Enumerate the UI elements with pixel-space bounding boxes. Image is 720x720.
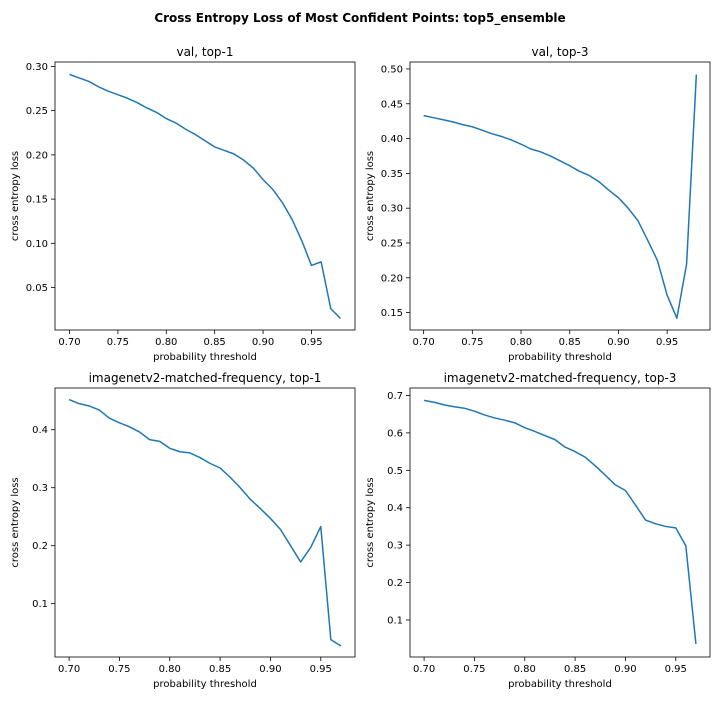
series-line: [69, 73, 342, 320]
subplot-title: val, top-1: [176, 45, 233, 59]
x-tick-label: 0.75: [463, 664, 485, 675]
x-tick-label: 0.95: [300, 337, 322, 348]
y-tick-label: 0.50: [381, 64, 403, 75]
y-axis-label: cross entropy loss: [10, 151, 21, 241]
y-tick-label: 0.15: [26, 195, 48, 206]
y-tick-label: 0.25: [381, 238, 403, 249]
series-line: [68, 398, 342, 647]
axes-frame: [54, 61, 356, 331]
x-tick-label: 0.75: [461, 337, 483, 348]
series-line: [423, 399, 697, 644]
x-tick-label: 0.85: [209, 664, 231, 675]
x-tick-label: 0.75: [107, 337, 129, 348]
axes-frame: [409, 61, 711, 331]
x-tick-label: 0.85: [204, 337, 226, 348]
y-tick-label: 0.5: [387, 466, 403, 477]
x-axis-label: probability threshold: [153, 352, 257, 363]
series-line: [423, 74, 698, 319]
x-tick-label: 0.85: [559, 337, 581, 348]
y-tick-label: 0.1: [32, 599, 48, 610]
x-tick-label: 0.90: [259, 664, 281, 675]
y-tick-label: 0.30: [381, 204, 403, 215]
x-tick-label: 0.95: [656, 337, 678, 348]
y-axis-label: cross entropy loss: [365, 151, 376, 241]
y-tick-label: 0.4: [387, 503, 403, 514]
subplot-4: imagenetv2-matched-frequency, top-3 0.70 0…: [365, 371, 711, 690]
x-tick-label: 0.90: [607, 337, 629, 348]
y-tick-label: 0.45: [381, 99, 403, 110]
y-tick-label: 0.2: [32, 541, 48, 552]
x-tick-label: 0.70: [413, 664, 435, 675]
x-tick-label: 0.75: [108, 664, 130, 675]
x-tick-label: 0.80: [514, 664, 536, 675]
axes-frame: [54, 387, 356, 658]
x-tick-label: 0.80: [510, 337, 532, 348]
x-tick-label: 0.85: [564, 664, 586, 675]
x-tick-label: 0.90: [252, 337, 274, 348]
x-tick-label: 0.80: [159, 664, 181, 675]
y-axis-label: cross entropy loss: [10, 477, 21, 567]
y-tick-label: 0.7: [387, 391, 403, 402]
y-tick-label: 0.35: [381, 169, 403, 180]
x-tick-label: 0.95: [665, 664, 687, 675]
figure-title: Cross Entropy Loss of Most Confident Poi…: [154, 11, 566, 25]
y-tick-label: 0.25: [26, 106, 48, 117]
x-tick-label: 0.95: [310, 664, 332, 675]
subplot-3: imagenetv2-matched-frequency, top-1 0.70 0…: [10, 371, 356, 690]
y-tick-label: 0.20: [381, 273, 403, 284]
x-tick-label: 0.70: [58, 337, 80, 348]
y-tick-label: 0.40: [381, 134, 403, 145]
x-tick-label: 0.70: [413, 337, 435, 348]
y-tick-label: 0.4: [32, 425, 48, 436]
y-tick-label: 0.2: [387, 578, 403, 589]
x-tick-label: 0.80: [155, 337, 177, 348]
subplot-1: val, top-1 0.70 0.75 0.80 0.85 0.90 0.95 0.05 0.…: [10, 45, 356, 363]
x-axis-label: probability threshold: [508, 352, 612, 363]
y-tick-label: 0.1: [387, 615, 403, 626]
x-axis-label: probability threshold: [153, 679, 257, 690]
y-tick-label: 0.10: [26, 239, 48, 250]
y-tick-label: 0.15: [381, 308, 403, 319]
y-tick-label: 0.30: [26, 62, 48, 73]
y-tick-label: 0.3: [32, 483, 48, 494]
y-tick-label: 0.3: [387, 541, 403, 552]
axes-frame: [409, 387, 711, 658]
x-axis-label: probability threshold: [508, 679, 612, 690]
x-tick-label: 0.70: [58, 664, 80, 675]
y-tick-label: 0.20: [26, 150, 48, 161]
x-tick-label: 0.90: [614, 664, 636, 675]
subplot-2: val, top-3 0.70 0.75 0.80 0.85 0.90 0.95 0.15 0.…: [365, 45, 711, 363]
y-tick-label: 0.05: [26, 283, 48, 294]
subplot-title: imagenetv2-matched-frequency, top-3: [444, 371, 677, 385]
subplot-title: imagenetv2-matched-frequency, top-1: [89, 371, 322, 385]
y-tick-label: 0.6: [387, 428, 403, 439]
subplot-title: val, top-3: [531, 45, 588, 59]
y-axis-label: cross entropy loss: [365, 477, 376, 567]
